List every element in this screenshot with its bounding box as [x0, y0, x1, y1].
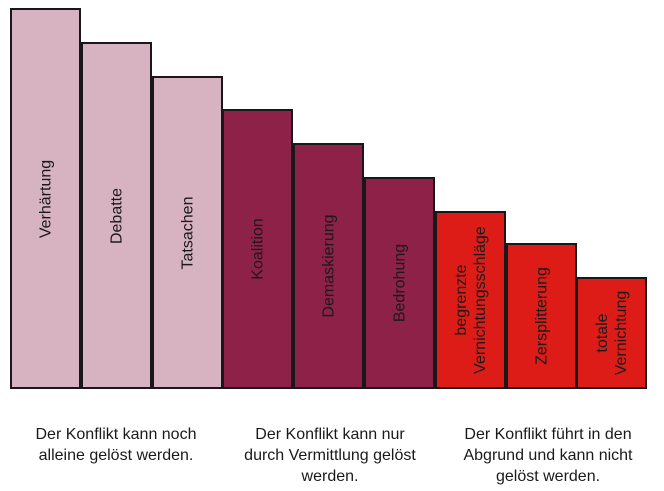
stage-label-totale-vernichtung: totale Vernichtung [593, 290, 630, 376]
stage-label-bedrohung: Bedrohung [391, 243, 408, 323]
stage-bar-demaskierung: Demaskierung [293, 143, 364, 389]
caption-group-1: Der Konflikt kann noch alleine gelöst we… [35, 426, 197, 464]
stage-bar-begrenzte-vernichtungsschlaege: begrenzte Vernichtungsschläge [435, 211, 506, 389]
stage-bar-debatte: Debatte [81, 42, 152, 389]
stage-bar-bedrohung: Bedrohung [364, 177, 435, 389]
stage-label-tatsachen: Tatsachen [179, 196, 196, 269]
stage-bar-koalition: Koalition [222, 109, 293, 389]
stage-label-debatte: Debatte [108, 187, 125, 244]
stage-bar-zersplitterung: Zersplitterung [506, 243, 577, 389]
caption-group-2: Der Konflikt kann nur durch Vermittlung … [244, 426, 416, 485]
stage-label-verhaertung: Verhärtung [37, 159, 54, 238]
stage-label-koalition: Koalition [249, 218, 266, 280]
stage-bar-tatsachen: Tatsachen [152, 76, 223, 389]
stage-label-begrenzte-vernichtungsschlaege: begrenzte Vernichtungsschläge [452, 226, 489, 374]
stage-label-zersplitterung: Zersplitterung [533, 267, 550, 365]
stage-bar-verhaertung: Verhärtung [10, 8, 81, 389]
stage-bar-totale-vernichtung: totale Vernichtung [576, 277, 647, 389]
stage-label-demaskierung: Demaskierung [320, 214, 337, 318]
caption-group-3: Der Konflikt führt in den Abgrund und ka… [463, 426, 633, 485]
